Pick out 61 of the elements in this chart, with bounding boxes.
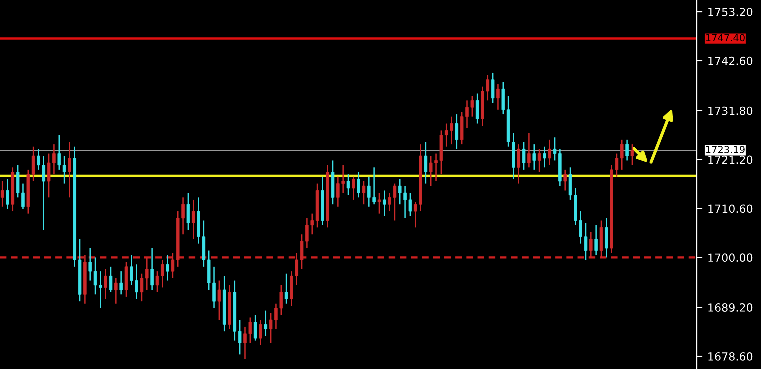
- y-tick-label: 1742.60: [708, 56, 753, 66]
- candlestick: [104, 268, 108, 300]
- candlestick: [620, 139, 624, 171]
- candlestick: [88, 248, 92, 282]
- ref-line-label: 1723.19: [706, 146, 745, 154]
- candlestick: [496, 84, 500, 111]
- candlestick: [455, 114, 459, 150]
- candlestick: [532, 144, 536, 171]
- y-tick-label: 1753.20: [708, 8, 753, 16]
- candlestick: [284, 273, 288, 305]
- candlestick: [254, 314, 258, 342]
- y-tick-label: 1678.60: [708, 352, 753, 361]
- candlestick: [62, 155, 66, 184]
- candlestick: [109, 266, 113, 293]
- candlestick: [502, 82, 506, 116]
- y-tick-label: 1731.80: [708, 106, 753, 116]
- candlestick: [517, 144, 521, 184]
- candlestick: [0, 180, 4, 208]
- candlestick: [538, 148, 542, 173]
- candlestick: [594, 224, 598, 256]
- candlestick: [424, 142, 428, 184]
- y-tick-label: 1689.20: [708, 304, 753, 312]
- candlestick: [605, 218, 608, 258]
- candlestick: [357, 172, 360, 198]
- candlestick: [522, 142, 526, 171]
- candlestick: [32, 146, 36, 182]
- y-tick-label: 1700.00: [708, 254, 753, 262]
- candlestick: [238, 319, 242, 356]
- candlestick: [161, 259, 164, 288]
- candlestick: [626, 139, 629, 162]
- candlestick: [120, 270, 123, 296]
- candlestick: [68, 142, 72, 198]
- candlestick: [491, 72, 495, 104]
- candlestick: [166, 254, 170, 282]
- candlestick: [543, 146, 546, 168]
- candlestick: [378, 192, 382, 214]
- candlestick: [192, 199, 196, 240]
- candlestick: [114, 278, 118, 305]
- candlestick: [584, 222, 588, 261]
- candlestick: [156, 270, 160, 293]
- candlestick: [218, 280, 222, 321]
- y-tick-label: 1710.60: [708, 204, 753, 214]
- candlestick: [528, 132, 531, 168]
- candlestick: [362, 180, 366, 206]
- ref-line-label: 1747.40: [706, 34, 745, 42]
- y-tick-label: 1721.20: [708, 156, 753, 164]
- candlestick: [186, 192, 190, 231]
- candlestick: [346, 174, 350, 196]
- candlestick: [150, 248, 154, 291]
- candlestick: [476, 93, 480, 124]
- candlestick: [58, 134, 62, 171]
- candlestick: [124, 262, 128, 298]
- candlestick: [630, 144, 634, 166]
- candlestick: [352, 176, 356, 201]
- candlestick: [6, 178, 10, 210]
- candlestick: [264, 310, 268, 337]
- candlestick: [259, 319, 262, 346]
- candlestick: [564, 169, 567, 192]
- candlestick: [140, 273, 144, 302]
- candlestick: [383, 190, 386, 217]
- candlestick: [548, 139, 552, 166]
